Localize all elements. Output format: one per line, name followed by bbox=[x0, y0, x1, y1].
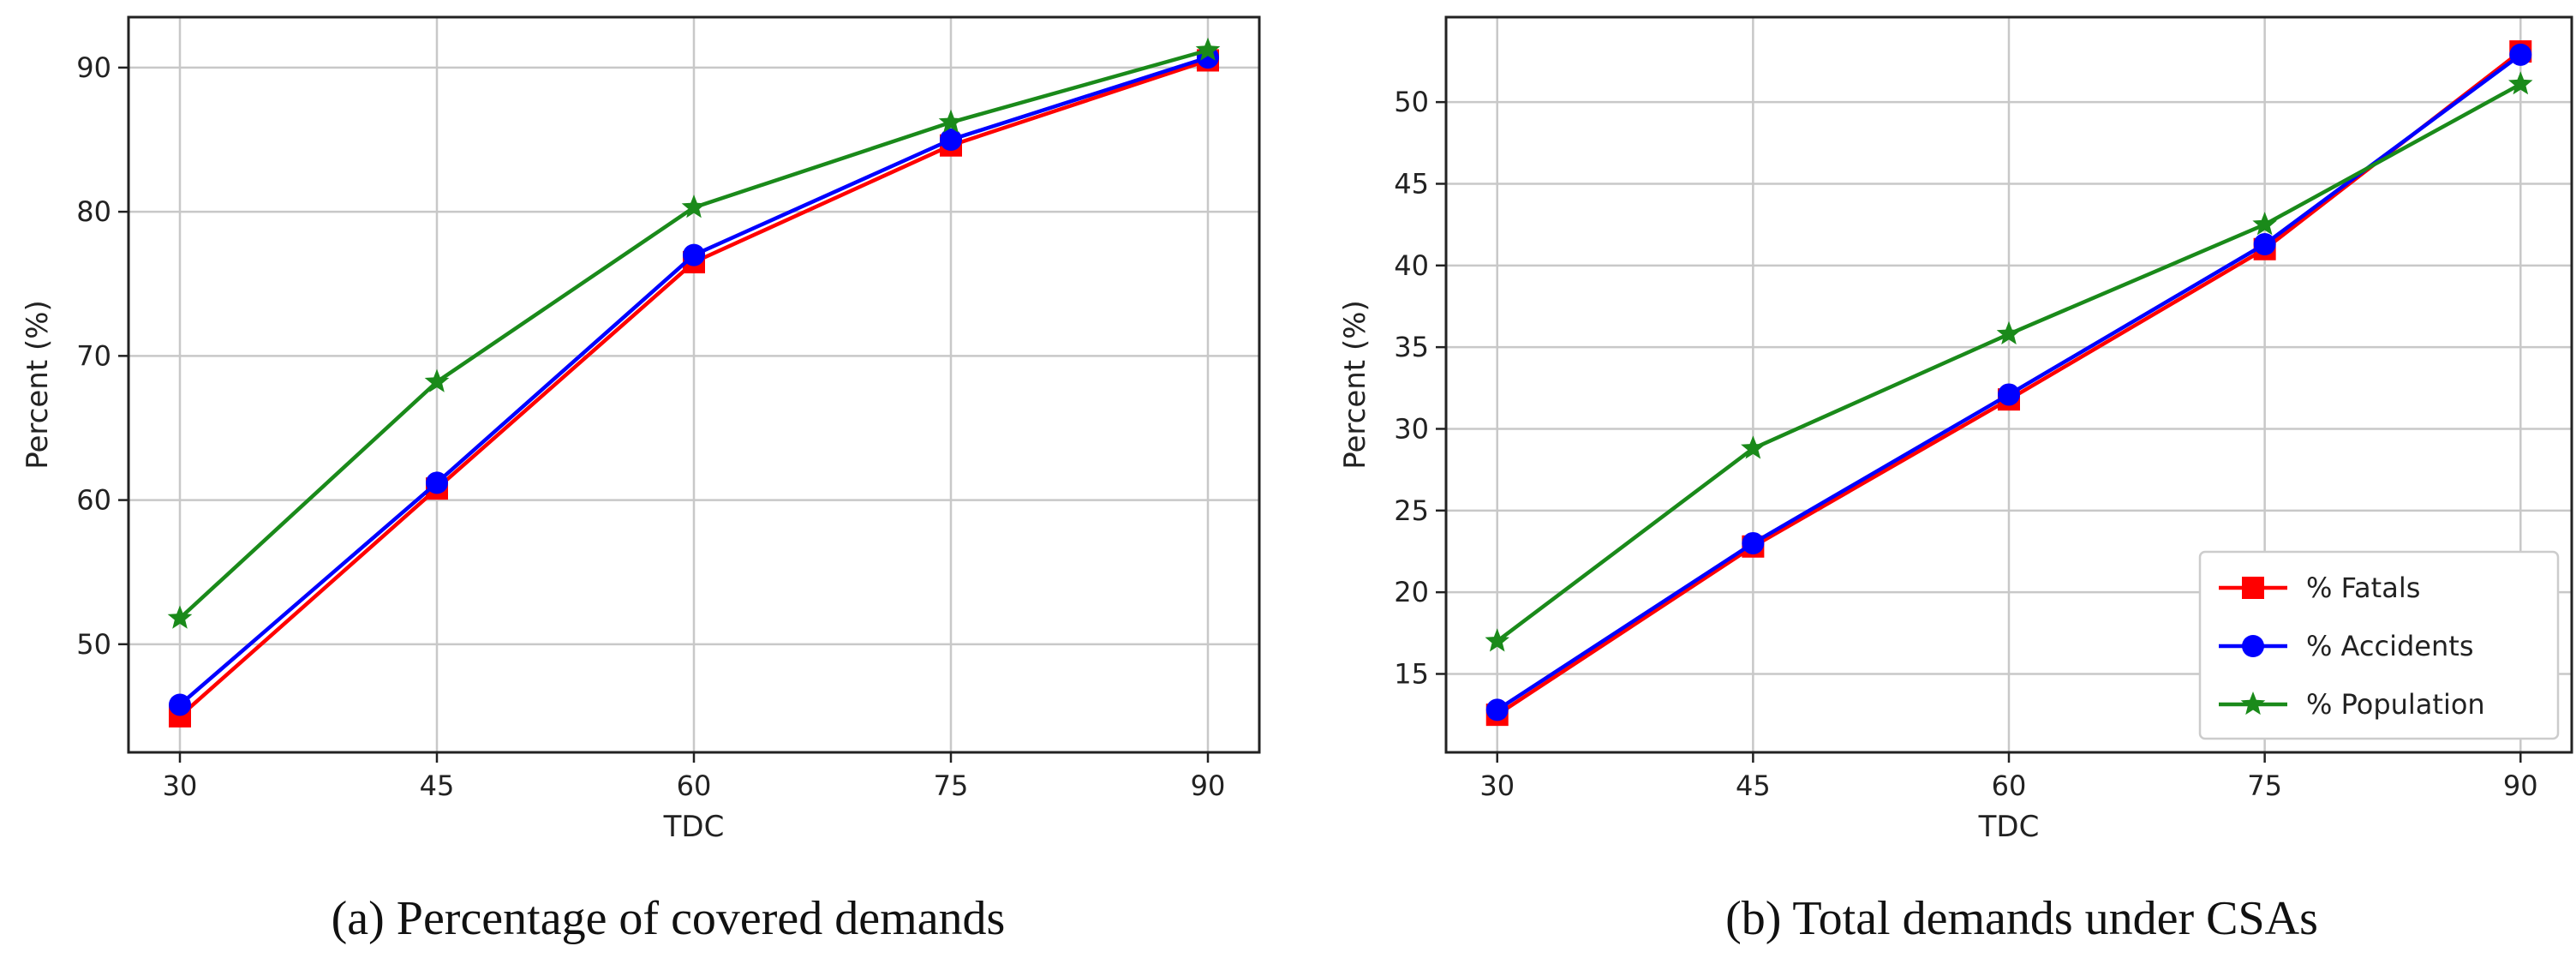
data-point-population bbox=[424, 368, 450, 392]
y-axis-label: Percent (%) bbox=[1338, 300, 1372, 470]
y-tick-label: 60 bbox=[76, 484, 111, 517]
legend-box bbox=[2198, 550, 2560, 740]
x-tick-label: 45 bbox=[420, 769, 455, 802]
y-tick-label: 30 bbox=[1394, 412, 1429, 445]
legend-label-fatals: % Fatals bbox=[2306, 572, 2420, 604]
x-tick-label: 45 bbox=[1736, 769, 1771, 802]
data-point-accidents bbox=[1742, 531, 1765, 554]
y-tick-label: 20 bbox=[1394, 576, 1429, 608]
legend-marker-accidents bbox=[2242, 635, 2264, 657]
plot-frame bbox=[1444, 15, 2573, 754]
y-tick-label: 45 bbox=[1394, 167, 1429, 200]
data-point-population bbox=[1195, 37, 1221, 61]
data-point-population bbox=[167, 605, 193, 629]
x-tick-label: 75 bbox=[2247, 769, 2282, 802]
data-point-accidents bbox=[940, 129, 962, 151]
data-point-population bbox=[1485, 628, 1509, 652]
x-tick-label: 75 bbox=[934, 769, 969, 802]
x-axis-label: TDC bbox=[663, 810, 725, 844]
data-point-accidents bbox=[1998, 383, 2020, 406]
data-point-population bbox=[1996, 320, 2022, 344]
data-point-population bbox=[681, 195, 707, 219]
plot-frame bbox=[127, 15, 1261, 754]
legend-label-population: % Population bbox=[2306, 688, 2485, 721]
x-tick-label: 90 bbox=[1191, 769, 1226, 802]
chart-panel-b: 30 45 60 75 90 15 20 25 30 35 40 45 50 TDC Percent (%)… bbox=[1338, 15, 2573, 945]
y-tick-label: 35 bbox=[1394, 331, 1429, 363]
y-axis-label: Percent (%) bbox=[21, 300, 55, 470]
legend-marker-population bbox=[2240, 692, 2266, 716]
data-point-accidents bbox=[169, 693, 191, 716]
data-point-accidents bbox=[2253, 233, 2276, 256]
data-point-accidents bbox=[683, 243, 705, 266]
figure-caption: (a) Percentage of covered demands bbox=[332, 892, 1006, 945]
legend-label-accidents: % Accidents bbox=[2306, 630, 2473, 662]
chart-panel-a: 30 45 60 75 90 50 60 70 80 90 TDC Percent (%) (a) Pe… bbox=[21, 15, 1261, 945]
figure-caption: (b) Total demands under CSAs bbox=[1725, 892, 2318, 945]
x-tick-label: 60 bbox=[677, 769, 712, 802]
x-axis-label: TDC bbox=[1978, 810, 2040, 844]
data-point-population bbox=[2508, 71, 2533, 95]
y-tick-label: 80 bbox=[76, 195, 111, 228]
data-point-accidents bbox=[2509, 43, 2532, 66]
data-point-accidents bbox=[426, 471, 448, 494]
x-tick-label: 60 bbox=[1992, 769, 2027, 802]
legend: % Fatals % Accidents % Population bbox=[2198, 550, 2560, 740]
data-point-population bbox=[2252, 212, 2277, 236]
y-tick-label: 50 bbox=[76, 628, 111, 661]
y-tick-label: 15 bbox=[1394, 657, 1429, 690]
x-tick-label: 90 bbox=[2503, 769, 2538, 802]
x-tick-label: 30 bbox=[163, 769, 198, 802]
data-point-accidents bbox=[1485, 698, 1509, 721]
y-tick-label: 70 bbox=[76, 339, 111, 372]
y-tick-label: 25 bbox=[1394, 494, 1429, 527]
y-tick-label: 50 bbox=[1394, 86, 1429, 118]
data-point-population bbox=[1741, 435, 1766, 459]
legend-marker-fatals bbox=[2242, 577, 2264, 599]
y-tick-label: 90 bbox=[76, 51, 111, 84]
y-tick-label: 40 bbox=[1394, 249, 1429, 282]
data-point-population bbox=[938, 109, 964, 133]
x-tick-label: 30 bbox=[1479, 769, 1515, 802]
